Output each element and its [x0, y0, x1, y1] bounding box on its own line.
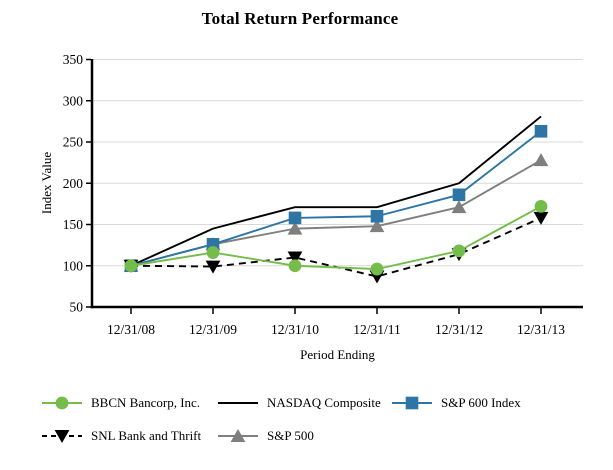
marker-circle-bbcn-bancorp-inc: [534, 199, 548, 213]
y-tick-label: 100: [63, 258, 84, 273]
legend-item-nasdaq-composite: NASDAQ Composite: [218, 394, 381, 411]
x-tick-label: 12/31/09: [189, 322, 237, 337]
marker-triangle-up-s-p-500: [451, 200, 467, 214]
marker-triangle-up-s-p-500: [533, 153, 549, 167]
legend-label: S&P 500: [267, 427, 314, 443]
x-tick-label: 12/31/08: [107, 322, 155, 337]
marker-circle-bbcn-bancorp-inc: [288, 259, 302, 273]
x-tick-label: 12/31/13: [517, 322, 565, 337]
y-tick-label: 50: [70, 300, 84, 315]
legend-swatch-s-p-600-index: [392, 396, 432, 409]
x-tick-label: 12/31/12: [435, 322, 483, 337]
legend-swatch-s-p-500: [218, 428, 258, 442]
x-tick-label: 12/31/11: [353, 322, 401, 337]
legend-label: NASDAQ Composite: [267, 394, 381, 410]
legend-swatch-nasdaq-composite: [218, 401, 258, 404]
marker-triangle-down-snl-bank-and-thrift: [533, 211, 549, 225]
legend-swatch-snl-bank-and-thrift: [42, 429, 82, 443]
legend-item-bbcn-bancorp-inc: BBCN Bancorp, Inc.: [42, 394, 200, 411]
marker-triangle-up-s-p-500: [287, 221, 303, 235]
marker-circle-bbcn-bancorp-inc: [452, 244, 466, 258]
x-tick-label: 12/31/10: [271, 322, 319, 337]
legend-item-s-p-500: S&P 500: [218, 427, 314, 444]
marker-square-s-p-600-index: [452, 188, 466, 202]
legend-item-s-p-600-index: S&P 600 Index: [392, 394, 521, 411]
legend-label: BBCN Bancorp, Inc.: [91, 394, 201, 410]
x-axis-title: Period Ending: [300, 347, 375, 362]
legend-row: BBCN Bancorp, Inc. NASDAQ Composite S&P 60…: [42, 394, 602, 427]
marker-square-s-p-600-index: [370, 209, 384, 223]
chart-title: Total Return Performance: [201, 9, 399, 28]
square-marker-icon: [405, 396, 419, 409]
plot-area: 50 100 150 200 250 300 350 12/31/08 12/31/09 12/3…: [63, 52, 583, 337]
triangle-up-marker-icon: [230, 428, 246, 442]
y-tick-label: 200: [63, 176, 84, 191]
y-tick-label: 250: [63, 135, 84, 150]
triangle-down-marker-icon: [54, 429, 70, 443]
marker-triangle-down-snl-bank-and-thrift: [205, 260, 221, 274]
series-line-nasdaq-composite: [130, 115, 542, 267]
legend-label: S&P 600 Index: [441, 394, 521, 410]
legend-row: SNL Bank and Thrift S&P 500: [42, 427, 602, 460]
y-tick-label: 300: [63, 93, 84, 108]
marker-circle-bbcn-bancorp-inc: [124, 259, 138, 273]
legend-swatch-bbcn-bancorp-inc: [42, 396, 82, 409]
series-line-s-p-600-index: [130, 130, 542, 267]
legend: BBCN Bancorp, Inc. NASDAQ Composite S&P 60…: [42, 394, 602, 464]
marker-triangle-up-s-p-500: [369, 219, 385, 233]
y-tick-label: 150: [63, 217, 84, 232]
marker-circle-bbcn-bancorp-inc: [206, 246, 220, 259]
legend-item-snl-bank-and-thrift: SNL Bank and Thrift: [42, 427, 201, 444]
circle-marker-icon: [55, 396, 69, 409]
marker-square-s-p-600-index: [288, 211, 302, 225]
y-axis-title: Index Value: [39, 151, 54, 215]
marker-triangle-down-snl-bank-and-thrift: [287, 251, 303, 265]
y-tick-label: 350: [63, 52, 84, 67]
legend-label: SNL Bank and Thrift: [91, 427, 202, 443]
marker-square-s-p-600-index: [534, 124, 548, 138]
series-line-bbcn-bancorp-inc: [130, 205, 542, 270]
marker-circle-bbcn-bancorp-inc: [370, 262, 384, 276]
